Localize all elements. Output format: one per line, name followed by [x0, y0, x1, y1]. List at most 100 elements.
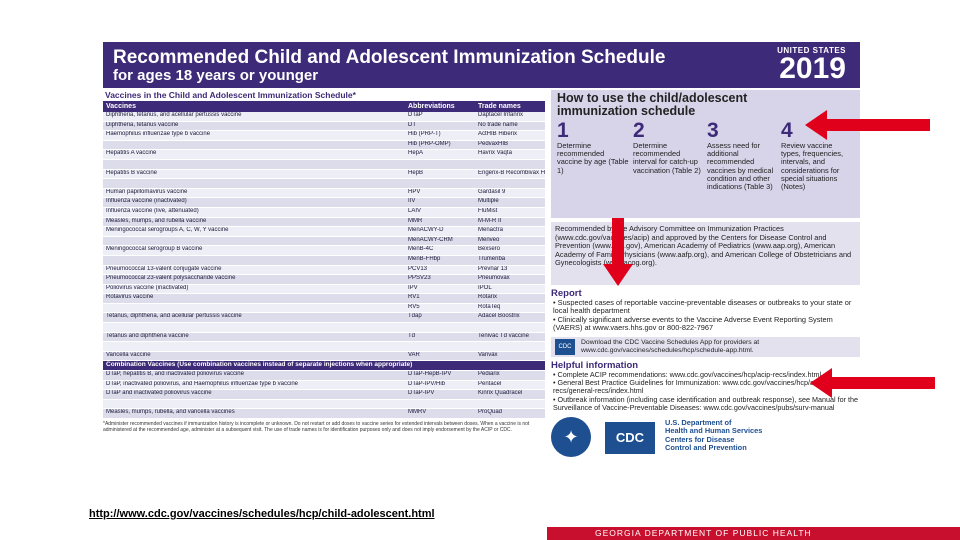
schedule-document: Recommended Child and Adolescent Immuniz…: [103, 42, 860, 492]
table-row: Influenza vaccine (inactivated) IIV Multip…: [103, 197, 545, 208]
table-cell: [405, 399, 475, 410]
table-cell: Gardasil 9: [475, 188, 545, 199]
document-title: Recommended Child and Adolescent Immuniz…: [113, 47, 666, 68]
department-name: U.S. Department of Health and Human Serv…: [665, 417, 763, 453]
table-row: Meningococcal serogroups A, C, W, Y vacc…: [103, 226, 545, 237]
table-row: Human papillomavirus vaccine HPV Gardasil …: [103, 188, 545, 199]
table-cell: [405, 178, 475, 189]
combination-header: Combination Vaccines (Use combination va…: [103, 360, 545, 372]
step-3: 3 Assess need for additional recommended…: [707, 120, 779, 191]
table-cell: HPV: [405, 188, 475, 199]
table-cell: Td: [405, 332, 475, 343]
table-row: Diphtheria, tetanus vaccine DT No trade na…: [103, 121, 545, 132]
table-row: Pneumococcal 23-valent polysaccharide va…: [103, 274, 545, 285]
table-cell: IPV: [405, 284, 475, 295]
table-row: [103, 322, 545, 333]
department-line: Health and Human Services: [665, 426, 763, 436]
app-text: Download the CDC Vaccine Schedules App f…: [581, 338, 760, 354]
table-cell: MenACWY-D: [405, 226, 475, 237]
table-cell: Pneumovax: [475, 274, 545, 285]
footer-bar: GEORGIA DEPARTMENT OF PUBLIC HEALTH: [547, 527, 960, 540]
report-item: • Suspected cases of reportable vaccine-…: [553, 298, 852, 316]
vaccine-table-section: Vaccines in the Child and Adolescent Imm…: [103, 90, 545, 433]
table-cell: Bexsero: [475, 245, 545, 256]
table-cell: Engerix-B Recombivax HB: [475, 169, 545, 180]
table-cell: [103, 341, 405, 352]
table-cell: Hib (PRP-T): [405, 130, 475, 141]
table-row: Measles, mumps, and rubella vaccine MMR M-…: [103, 217, 545, 228]
report-list: • Suspected cases of reportable vaccine-…: [551, 298, 860, 333]
step-text: Assess need for additional recommended v…: [707, 141, 774, 192]
table-cell: MenACWY-CRM: [405, 236, 475, 247]
table-cell: [475, 399, 545, 410]
table-cell: ProQuad: [475, 408, 545, 419]
table-cell: HepA: [405, 149, 475, 160]
schedule-link[interactable]: http://www.cdc.gov/vaccines/schedules/hc…: [89, 508, 435, 520]
table-cell: Tetanus, diphtheria, and acellular pertu…: [103, 312, 405, 324]
table-row: Meningococcal serogroup B vaccine MenB-4C…: [103, 245, 545, 256]
step-2: 2 Determine recommended interval for cat…: [633, 120, 705, 175]
hhs-eagle-icon: ✦: [551, 416, 591, 457]
help-heading: Helpful information: [551, 359, 639, 371]
table-row: RV5 RotaTeq: [103, 303, 545, 314]
document-subtitle: for ages 18 years or younger: [113, 67, 319, 84]
table-cell: Prevnar 13: [475, 265, 545, 276]
table-row: Hib (PRP-OMP) PedvaxHIB: [103, 140, 545, 151]
table-row: Poliovirus vaccine (inactivated) IPV IPOL: [103, 284, 545, 295]
table-cell: Pneumococcal 13-valent conjugate vaccine: [103, 265, 405, 276]
title-bar: Recommended Child and Adolescent Immuniz…: [103, 42, 860, 88]
help-item: • Outbreak information (including case i…: [553, 394, 858, 413]
table-row: DTaP, hepatitis B, and inactivated polio…: [103, 370, 545, 381]
combination-header-row: Combination Vaccines (Use combination va…: [103, 360, 545, 372]
table-row: Tetanus, diphtheria, and acellular pertu…: [103, 312, 545, 324]
table-cell: Varivax: [475, 351, 545, 362]
table-cell: Diphtheria, tetanus, and acellular pertu…: [103, 112, 405, 122]
table-cell: [405, 341, 475, 352]
column-header-abbreviations: Abbreviations: [405, 101, 475, 112]
table-cell: DTaP-HepB-IPV: [405, 370, 475, 381]
report-heading: Report: [551, 288, 582, 299]
arrow-right-bottom-icon: [810, 368, 935, 398]
table-cell: Kinrix Quadracel: [475, 389, 545, 400]
table-cell: Adacel Boostrix: [475, 312, 545, 324]
table-row: Hepatitis A vaccine HepA Havrix Vaqta: [103, 149, 545, 160]
table-cell: No trade name: [475, 121, 545, 132]
table-cell: Human papillomavirus vaccine: [103, 188, 405, 199]
table-cell: [103, 178, 405, 189]
report-item: • Clinically significant adverse events …: [553, 314, 833, 333]
table-cell: PCV13: [405, 265, 475, 276]
table-cell: RV1: [405, 293, 475, 304]
table-cell: Hepatitis A vaccine: [103, 149, 405, 160]
table-cell: LAIV: [405, 207, 475, 218]
table-cell: Menactra: [475, 226, 545, 237]
table-cell: MenB-4C: [405, 245, 475, 256]
table-cell: [475, 322, 545, 333]
howto-box: How to use the child/adolescent immuniza…: [551, 90, 860, 218]
table-cell: [475, 341, 545, 352]
table-row: [103, 178, 545, 189]
table-row: [103, 399, 545, 410]
help-item: • Complete ACIP recommendations: www.cdc…: [553, 369, 822, 379]
table-cell: DT: [405, 121, 475, 132]
table-cell: DTaP and inactivated poliovirus vaccine: [103, 389, 405, 400]
table-cell: Daptacel Infanrix: [475, 112, 545, 122]
table-cell: IIV: [405, 197, 475, 208]
info-panel: How to use the child/adolescent immuniza…: [551, 90, 860, 461]
table-row: Diphtheria, tetanus, and acellular pertu…: [103, 112, 545, 122]
table-cell: IPOL: [475, 284, 545, 295]
step-text: Review vaccine types, frequencies, inter…: [781, 141, 844, 192]
table-cell: Influenza vaccine (inactivated): [103, 197, 405, 208]
table-row: Pneumococcal 13-valent conjugate vaccine…: [103, 265, 545, 276]
table-cell: Haemophilus influenzae type b vaccine: [103, 130, 405, 141]
table-cell: Meningococcal serogroups A, C, W, Y vacc…: [103, 226, 405, 237]
department-line: U.S. Department of: [665, 417, 732, 427]
table-cell: [475, 178, 545, 189]
table-cell: [405, 322, 475, 333]
acip-statement: Recommended by the Advisory Committee on…: [551, 222, 860, 285]
table-cell: Pediarix: [475, 370, 545, 381]
table-cell: MenB-FHbp: [405, 255, 475, 266]
step-number: 2: [633, 119, 645, 142]
table-cell: Meningococcal serogroup B vaccine: [103, 245, 405, 256]
year-label: 2019: [779, 52, 846, 85]
table-cell: [103, 236, 405, 247]
